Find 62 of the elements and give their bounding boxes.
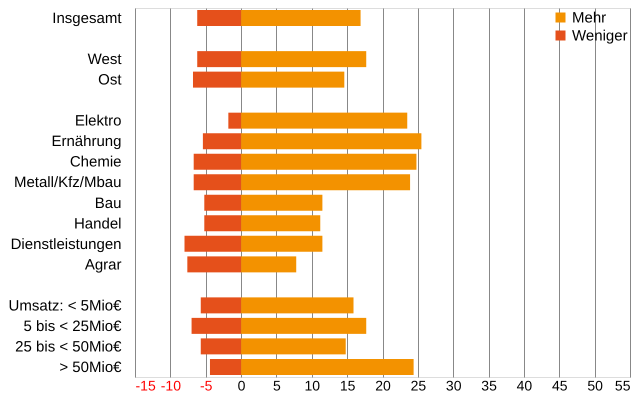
x-tick-label: 40 — [516, 378, 532, 394]
bar — [194, 174, 242, 190]
y-tick-label: Insgesamt — [52, 10, 122, 28]
y-tick-label: 5 bis < 25Mio€ — [24, 318, 122, 335]
bar — [210, 358, 242, 375]
x-tick-label: 10 — [304, 378, 320, 394]
bar — [241, 318, 366, 334]
bar — [241, 133, 422, 150]
legend-label: Weniger — [572, 28, 628, 44]
x-tick-label: 15 — [340, 378, 356, 394]
y-tick-label: Ost — [98, 72, 122, 89]
bar — [241, 256, 296, 272]
x-tick-label: 55 — [614, 378, 631, 394]
bar — [228, 112, 242, 129]
y-tick-label: Chemie — [70, 154, 122, 171]
y-tick-label: Ernährung — [51, 133, 122, 150]
y-tick-label: Umsatz: < 5Mio€ — [8, 297, 122, 314]
x-tick-label: 30 — [446, 378, 462, 394]
x-tick-label: -10 — [160, 378, 182, 394]
bar — [204, 194, 242, 211]
y-tick-label: Metall/Kfz/Mbau — [14, 174, 122, 192]
y-tick-label: Handel — [74, 215, 122, 232]
bar — [241, 194, 322, 211]
x-tick-label: 25 — [410, 378, 426, 394]
bar — [204, 215, 242, 232]
bar — [241, 236, 322, 252]
bar — [241, 297, 354, 314]
bar — [241, 358, 414, 375]
bar — [241, 338, 346, 354]
x-tick-label: 50 — [587, 378, 604, 394]
bar — [241, 154, 416, 170]
x-tick-label: -5 — [200, 378, 213, 394]
bar — [241, 174, 410, 190]
legend-label: Mehr — [572, 10, 606, 26]
x-tick-label: -15 — [136, 378, 156, 394]
bar — [187, 256, 242, 272]
bar — [200, 297, 242, 314]
bar — [241, 10, 361, 26]
y-tick-label: > 50Mio€ — [59, 358, 122, 376]
bar — [241, 51, 366, 68]
x-tick-label: 5 — [273, 378, 282, 394]
x-tick-label: 20 — [375, 378, 391, 394]
bar — [200, 338, 242, 354]
x-tick-label: 35 — [481, 378, 498, 394]
y-tick-label: Agrar — [84, 256, 122, 274]
bar — [241, 72, 344, 88]
bar — [241, 215, 320, 232]
bar — [192, 318, 242, 334]
bar — [184, 236, 242, 252]
bar — [197, 10, 242, 26]
y-tick-label: Dienstleistungen — [10, 236, 122, 253]
y-tick-label: West — [88, 51, 122, 68]
bar — [192, 72, 242, 88]
bar — [241, 112, 408, 129]
bar — [197, 51, 242, 68]
y-tick-label: Elektro — [74, 112, 122, 130]
y-tick-label: 25 bis < 50Mio€ — [15, 338, 122, 356]
bar — [202, 133, 242, 150]
bar — [194, 154, 242, 170]
x-tick-label: 0 — [238, 378, 246, 394]
y-tick-label: Bau — [94, 194, 122, 212]
x-tick-label: 45 — [552, 378, 568, 394]
